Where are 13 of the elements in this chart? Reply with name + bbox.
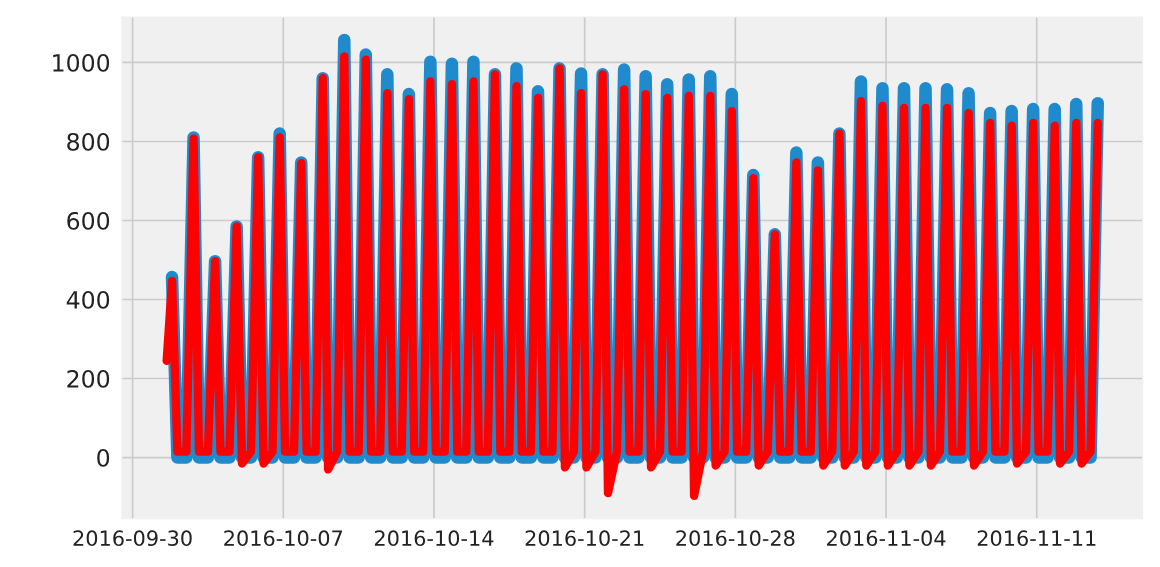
y-tick-label: 0 bbox=[97, 449, 110, 467]
x-tick-label: 2016-11-11 bbox=[977, 530, 1096, 547]
x-tick-label: 2016-10-28 bbox=[676, 530, 795, 547]
y-tick-label: 400 bbox=[66, 290, 110, 309]
y-tick-label: 1000 bbox=[53, 53, 110, 72]
x-tick-label: 2016-10-21 bbox=[525, 530, 644, 547]
x-tick-label: 2016-09-30 bbox=[73, 530, 192, 547]
y-tick-label: 600 bbox=[67, 211, 110, 230]
x-tick-label: 2016-11-04 bbox=[827, 530, 946, 547]
y-tick-label: 800 bbox=[67, 132, 110, 151]
x-tick-label: 2016-10-07 bbox=[224, 530, 343, 547]
x-tick-label: 2016-10-14 bbox=[374, 530, 494, 547]
y-tick-label: 200 bbox=[67, 369, 110, 388]
